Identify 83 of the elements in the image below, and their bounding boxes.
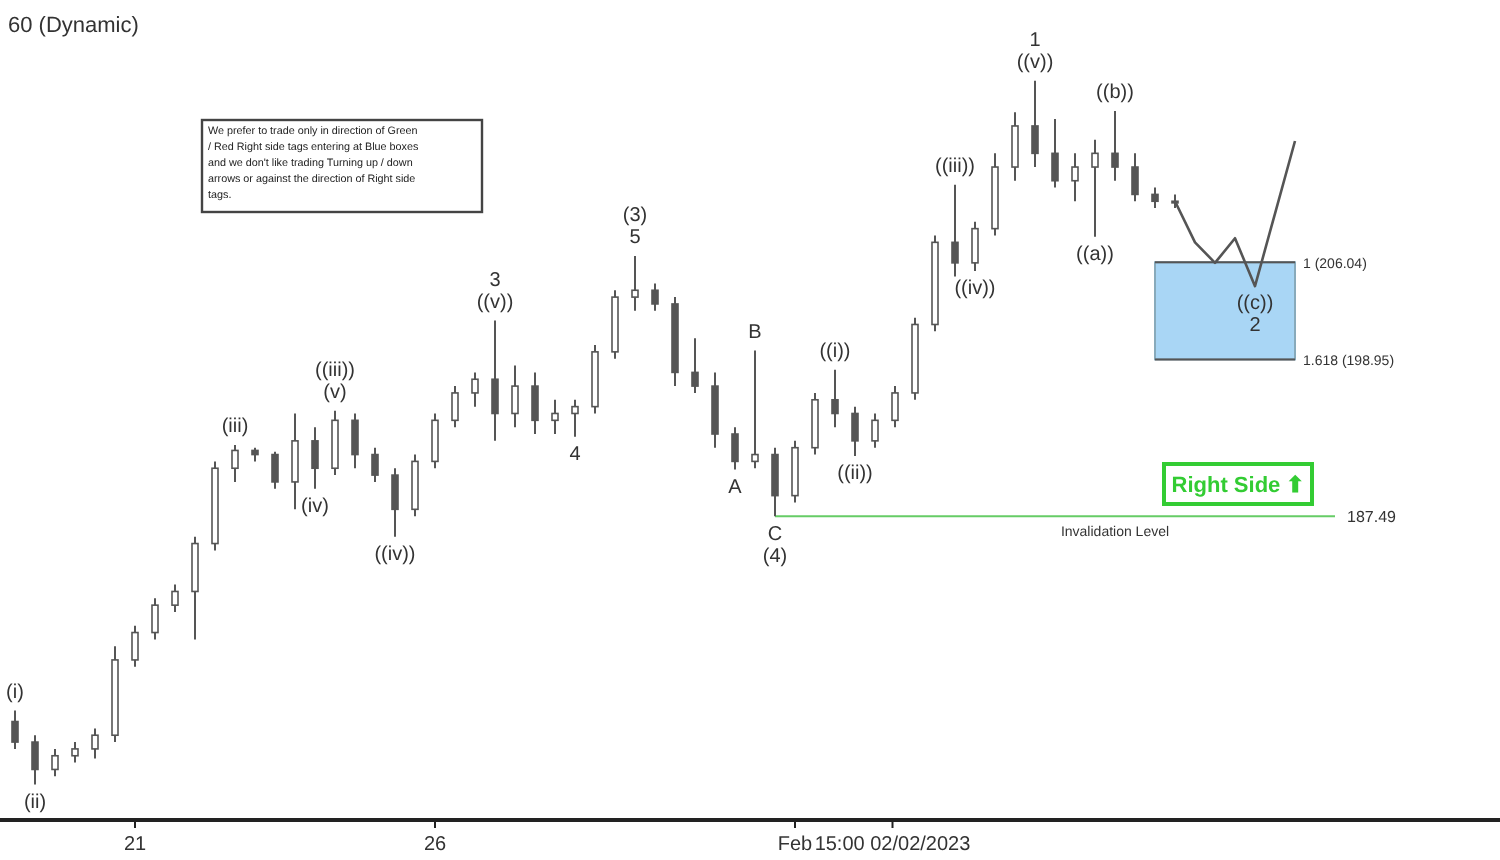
candlestick [471, 371, 479, 408]
annotation: 2 [1249, 315, 1262, 338]
annotation: C [767, 523, 783, 546]
annotation: 3 [489, 269, 502, 292]
candlestick [951, 183, 959, 278]
candlestick [831, 368, 839, 429]
annotation: 4 [569, 444, 582, 467]
candlestick [851, 405, 859, 457]
candlestick [691, 337, 699, 394]
annotation: 1 [1029, 30, 1042, 53]
candlestick [1151, 186, 1159, 210]
tag-box: Right Side ⬆ [1162, 462, 1314, 506]
candlestick [571, 398, 579, 438]
x-tick-label: 21 [123, 834, 147, 856]
candlestick [151, 597, 159, 641]
candlestick [1091, 138, 1099, 238]
candlestick [1071, 152, 1079, 203]
candlestick [371, 446, 379, 483]
annotation: ((iii)) [315, 360, 355, 383]
candlestick [71, 741, 79, 764]
annotation: ((c)) [1236, 293, 1274, 316]
candlestick [791, 439, 799, 504]
candlestick [1031, 79, 1039, 169]
candlestick [331, 409, 339, 477]
candlestick [351, 412, 359, 470]
annotation: A [728, 476, 743, 499]
candlestick [91, 727, 99, 760]
annotation: ((v)) [1016, 52, 1054, 75]
candlestick [711, 371, 719, 449]
candlestick [191, 535, 199, 641]
candlestick [51, 747, 59, 778]
annotation: (iii) [221, 416, 249, 439]
annotation: 60 (Dynamic) [8, 14, 139, 38]
candlestick [731, 426, 739, 471]
x-tick-label: Feb [777, 834, 814, 856]
annotation: 187.49 [1347, 508, 1398, 527]
annotation: (3) [622, 205, 648, 228]
candlestick [1131, 152, 1139, 203]
candlestick [551, 398, 559, 436]
annotation: (iv) [301, 496, 329, 519]
annotation: (i) [6, 681, 24, 704]
annotation: 5 [629, 227, 642, 250]
annotation: ((iii)) [935, 156, 975, 179]
candlestick [171, 583, 179, 613]
annotation: ((iv)) [954, 278, 996, 301]
candlestick [771, 446, 779, 518]
candlestick [231, 443, 239, 483]
candlestick [311, 426, 319, 490]
candlestick [971, 220, 979, 273]
annotation: ((v)) [476, 291, 514, 314]
candlestick [891, 385, 899, 429]
candlestick [651, 282, 659, 312]
candlestick [1111, 109, 1119, 182]
annotation: ((a)) [1076, 244, 1114, 267]
candlestick [491, 319, 499, 442]
candlestick [531, 371, 539, 436]
candlestick [131, 624, 139, 668]
annotation: (ii) [23, 791, 47, 814]
annotation: ((ii)) [837, 463, 873, 486]
candlestick [451, 385, 459, 429]
annotation: ((b)) [1096, 82, 1134, 105]
candlestick [1011, 111, 1019, 182]
annotation: Right Side ⬆ [1171, 474, 1305, 498]
annotation: ((i)) [819, 340, 851, 363]
annotation: (v) [323, 382, 347, 405]
candlestick [11, 709, 19, 750]
candlestick [1051, 118, 1059, 189]
annotation: B [748, 321, 763, 344]
candlestick [391, 467, 399, 538]
candlestick [271, 450, 279, 490]
candlestick [431, 412, 439, 470]
candlestick [871, 412, 879, 449]
annotation: ((iv)) [374, 543, 416, 566]
candlestick [31, 734, 39, 786]
candlestick [751, 349, 759, 470]
x-tick-label: 26 [423, 834, 447, 856]
candlestick [291, 412, 299, 511]
candlestick [811, 391, 819, 456]
candlestick [411, 453, 419, 518]
annotation: (4) [762, 545, 788, 568]
x-tick-label: 15:00 02/02/2023 [814, 834, 972, 856]
candlestick [631, 255, 639, 312]
candlestick [511, 364, 519, 429]
